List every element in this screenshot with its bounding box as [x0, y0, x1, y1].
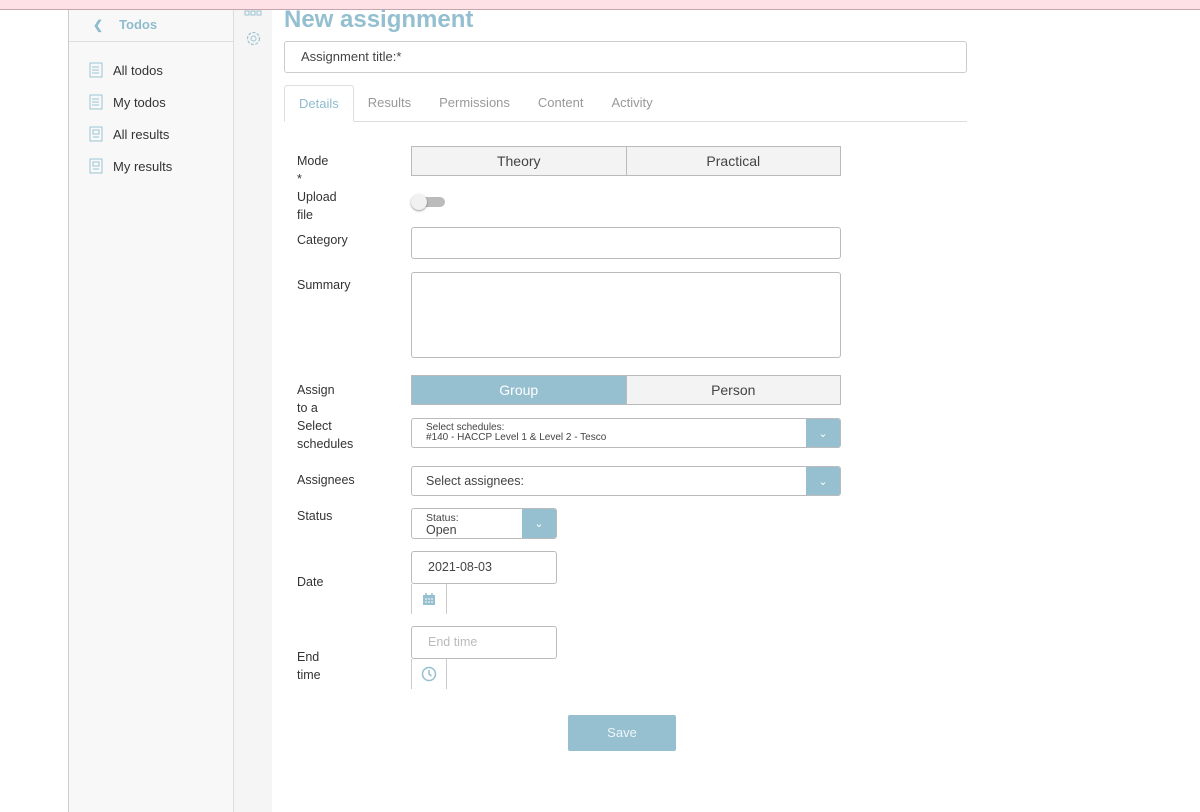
label-line: Select	[297, 419, 332, 433]
sidebar-item-all-todos[interactable]: All todos	[69, 54, 233, 86]
sidebar-item-label: All todos	[113, 62, 163, 78]
assignment-title-input[interactable]: Assignment title:*	[284, 41, 967, 73]
date-label: Date	[297, 575, 324, 589]
label-line: schedules	[297, 437, 354, 451]
report-icon	[89, 158, 103, 174]
status-caption: Status:	[426, 512, 459, 524]
tab-content[interactable]: Content	[537, 95, 584, 110]
end-time-input[interactable]: End time	[411, 626, 557, 659]
mode-practical-button[interactable]: Practical	[625, 147, 840, 175]
status-select[interactable]: Status: Open ⌄	[411, 508, 557, 539]
sidebar-item-label: All results	[113, 126, 170, 142]
end-time-label: End time	[297, 650, 321, 682]
sidebar-title: Todos	[119, 17, 158, 32]
tab-details[interactable]: Details	[284, 85, 354, 122]
schedules-select[interactable]: Select schedules: #140 - HACCP Level 1 & …	[411, 418, 841, 448]
mode-theory-button[interactable]: Theory	[412, 147, 626, 175]
status-value: Open	[426, 523, 457, 537]
todo-list-icon	[89, 62, 103, 78]
assignees-placeholder: Select assignees:	[426, 474, 524, 488]
sidebar: ❮ Todos All todos My todos All results My…	[68, 10, 234, 812]
assign-group-button[interactable]: Group	[412, 376, 626, 404]
assignees-select[interactable]: Select assignees: ⌄	[411, 466, 841, 496]
upload-file-label: Upload file	[297, 190, 337, 222]
tab-activity[interactable]: Activity	[611, 95, 653, 110]
sidebar-item-my-results[interactable]: My results	[69, 150, 233, 182]
status-label: Status	[297, 509, 333, 523]
sidebar-item-label: My results	[113, 158, 173, 174]
summary-textarea[interactable]	[411, 272, 841, 358]
summary-label: Summary	[297, 278, 351, 292]
grid-icon[interactable]	[244, 10, 262, 18]
assign-person-button[interactable]: Person	[625, 376, 840, 404]
sidebar-item-label: My todos	[113, 94, 166, 110]
mode-toggle: Theory Practical	[411, 146, 841, 176]
schedules-value: #140 - HACCP Level 1 & Level 2 - Tesco	[426, 432, 607, 443]
chevron-down-icon[interactable]: ⌄	[522, 509, 556, 538]
chevron-down-icon[interactable]: ⌄	[806, 419, 840, 447]
gear-icon[interactable]	[245, 30, 262, 47]
report-icon	[89, 126, 103, 142]
schedules-caption: Select schedules:	[426, 422, 505, 433]
clock-button[interactable]	[411, 659, 447, 689]
assignees-label: Assignees	[297, 473, 355, 487]
page-title: New assignment	[284, 6, 474, 33]
chevron-left-icon: ❮	[93, 17, 104, 32]
sidebar-item-all-results[interactable]: All results	[69, 118, 233, 150]
todo-list-icon	[89, 94, 103, 110]
clock-icon	[421, 666, 437, 682]
chevron-down-icon[interactable]: ⌄	[806, 467, 840, 495]
top-banner	[0, 0, 1200, 10]
tab-bar: Details Results Permissions Content Acti…	[284, 85, 967, 122]
back-to-todos[interactable]: ❮ Todos	[69, 8, 233, 42]
icon-column	[234, 10, 272, 812]
calendar-icon	[423, 593, 435, 605]
assign-to-toggle: Group Person	[411, 375, 841, 405]
upload-file-toggle[interactable]	[411, 194, 447, 210]
tab-permissions[interactable]: Permissions	[439, 95, 510, 110]
sidebar-item-my-todos[interactable]: My todos	[69, 86, 233, 118]
select-schedules-label: Select schedules	[297, 417, 353, 453]
date-input[interactable]: 2021-08-03	[411, 551, 557, 584]
mode-label: Mode *	[297, 154, 329, 186]
category-input[interactable]	[411, 227, 841, 259]
calendar-button[interactable]	[411, 584, 447, 614]
tab-results[interactable]: Results	[367, 95, 412, 110]
assign-to-label: Assign to a	[297, 383, 335, 415]
category-label: Category	[297, 233, 348, 247]
save-button[interactable]: Save	[568, 715, 676, 751]
